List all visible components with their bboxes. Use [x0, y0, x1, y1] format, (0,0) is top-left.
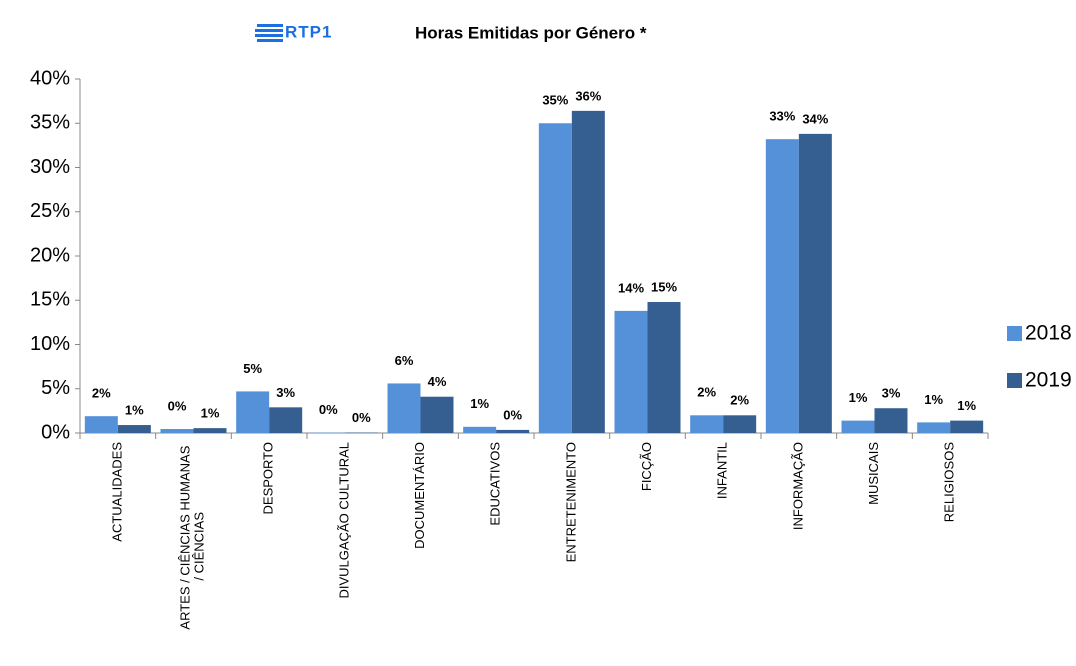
value-label: 14%	[618, 280, 644, 295]
value-label: 5%	[243, 361, 262, 376]
value-label: 0%	[503, 407, 522, 422]
y-tick-label: 5%	[41, 377, 70, 399]
legend-swatch	[1007, 373, 1022, 388]
value-label: 2%	[92, 386, 111, 401]
value-label: 33%	[769, 109, 795, 124]
legend-swatch	[1007, 326, 1022, 341]
value-label: 1%	[849, 390, 868, 405]
value-label: 4%	[428, 374, 447, 389]
value-label: 1%	[125, 402, 144, 417]
value-label: 6%	[395, 353, 414, 368]
chart-title: Horas Emitidas por Género *	[415, 23, 647, 42]
y-tick-label: 10%	[30, 333, 70, 355]
bar	[538, 123, 572, 433]
bar	[841, 420, 875, 433]
bar	[798, 133, 832, 433]
x-tick-label-line: / CIÊNCIAS	[192, 512, 207, 581]
value-label: 2%	[730, 393, 749, 408]
x-tick-label: INFANTIL	[715, 442, 730, 499]
value-label: 1%	[201, 406, 220, 421]
bar	[160, 429, 194, 433]
x-tick-label: DESPORTO	[261, 442, 276, 514]
bar	[950, 420, 984, 433]
x-tick-label-line: ARTES / CIÊNCIAS HUMANAS	[178, 442, 193, 630]
bar	[463, 426, 497, 433]
bar	[647, 302, 681, 433]
x-tick-label: RELIGIOSOS	[942, 442, 957, 523]
bar	[690, 415, 724, 433]
legend-label: 2018	[1025, 322, 1072, 345]
logo-icon	[255, 24, 283, 42]
legend-label: 2019	[1025, 369, 1072, 392]
bar	[917, 422, 951, 433]
value-label: 34%	[802, 111, 828, 126]
x-tick-label: ARTES / CIÊNCIAS HUMANAS / CIÊNCIAS	[178, 442, 207, 630]
bar	[84, 416, 118, 433]
value-label: 1%	[957, 398, 976, 413]
y-tick-label: 30%	[30, 156, 70, 178]
x-tick-label: ACTUALIDADES	[109, 442, 124, 542]
x-tick-label: EDUCATIVOS	[488, 442, 503, 526]
bar	[420, 396, 454, 433]
bar	[236, 391, 270, 433]
bar	[193, 428, 227, 433]
value-label: 3%	[882, 386, 901, 401]
bar	[117, 425, 151, 433]
value-label: 0%	[319, 402, 338, 417]
value-label: 2%	[697, 385, 716, 400]
value-label: 1%	[470, 396, 489, 411]
value-label: 0%	[352, 410, 371, 425]
y-tick-label: 20%	[30, 244, 70, 266]
x-tick-label: ENTRETENIMENTO	[563, 442, 578, 562]
value-label: 15%	[651, 279, 677, 294]
x-tick-label: DOCUMENTÁRIO	[412, 442, 427, 549]
bar	[269, 407, 303, 433]
x-tick-label: MUSICAIS	[866, 442, 881, 505]
y-tick-label: 35%	[30, 112, 70, 134]
bar	[387, 383, 421, 433]
y-tick-label: 15%	[30, 289, 70, 311]
bar	[496, 429, 530, 433]
y-tick-label: 40%	[30, 67, 70, 89]
value-label: 36%	[575, 88, 601, 103]
value-label: 1%	[924, 392, 943, 407]
y-tick-label: 0%	[41, 421, 70, 443]
bar	[571, 110, 605, 434]
logo-text: RTP1	[285, 22, 332, 41]
y-tick-label: 25%	[30, 200, 70, 222]
value-label: 0%	[168, 398, 187, 413]
bar	[723, 415, 757, 433]
bar	[614, 310, 648, 433]
bar	[874, 408, 908, 433]
x-tick-label: DIVULGAÇÃO CULTURAL	[336, 442, 351, 599]
value-label: 3%	[276, 385, 295, 400]
bar	[765, 139, 799, 433]
value-label: 35%	[542, 93, 568, 108]
x-tick-label: FICÇÃO	[639, 442, 654, 491]
x-tick-label: INFORMAÇÃO	[790, 442, 805, 530]
